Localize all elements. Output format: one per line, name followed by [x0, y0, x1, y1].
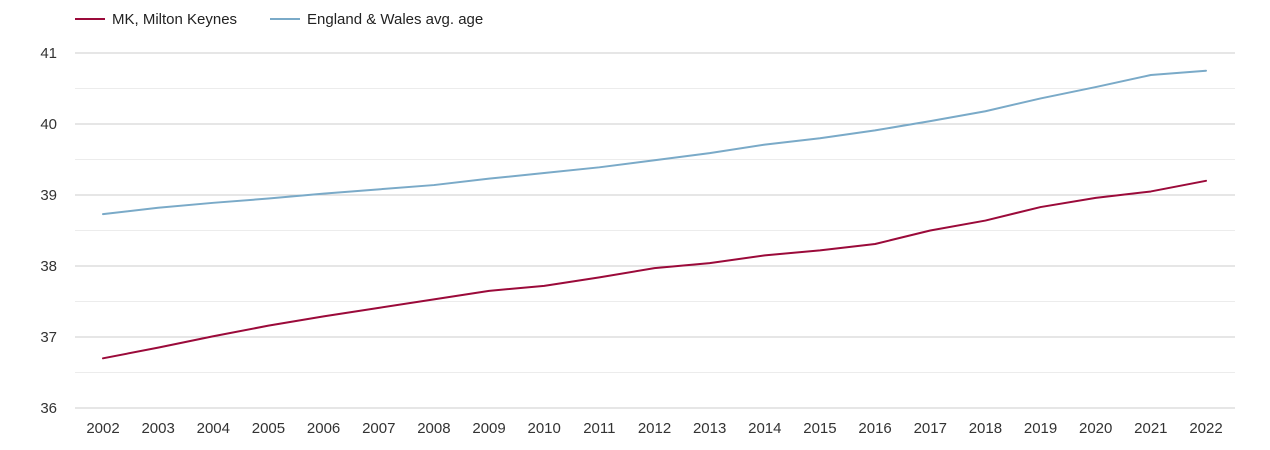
- x-tick-label: 2003: [141, 420, 174, 437]
- y-tick-label: 37: [40, 329, 57, 346]
- x-tick-label: 2021: [1134, 420, 1167, 437]
- x-tick-label: 2014: [748, 420, 781, 437]
- x-tick-label: 2011: [583, 420, 615, 437]
- x-tick-label: 2007: [362, 420, 395, 437]
- y-axis-ticks: 36 37 38 39 40 41: [40, 45, 57, 417]
- x-tick-label: 2005: [252, 420, 285, 437]
- x-tick-label: 2012: [638, 420, 671, 437]
- y-tick-label: 38: [40, 258, 57, 275]
- gridlines: [75, 52, 1235, 409]
- x-tick-label: 2008: [417, 420, 450, 437]
- x-tick-label: 2002: [86, 420, 119, 437]
- x-tick-label: 2018: [969, 420, 1002, 437]
- x-axis-ticks: 2002 2003 2004 2005 2006 2007 2008 2009 2010 2011…: [86, 420, 1222, 437]
- legend-label: MK, Milton Keynes: [112, 11, 237, 28]
- series-lines: [102, 69, 1207, 360]
- legend-label: England & Wales avg. age: [307, 11, 483, 28]
- x-tick-label: 2017: [914, 420, 947, 437]
- x-tick-label: 2013: [693, 420, 726, 437]
- x-tick-label: 2010: [528, 420, 561, 437]
- series-line: [102, 179, 1207, 360]
- series-line: [102, 69, 1207, 216]
- y-tick-label: 40: [40, 116, 57, 133]
- x-tick-label: 2009: [472, 420, 505, 437]
- x-tick-label: 2019: [1024, 420, 1057, 437]
- x-tick-label: 2022: [1189, 420, 1222, 437]
- x-tick-label: 2020: [1079, 420, 1112, 437]
- x-tick-label: 2016: [858, 420, 891, 437]
- x-tick-label: 2015: [803, 420, 836, 437]
- legend: MK, Milton Keynes England & Wales avg. ag…: [75, 11, 483, 28]
- y-tick-label: 36: [40, 400, 57, 417]
- x-tick-label: 2004: [197, 420, 230, 437]
- y-tick-label: 39: [40, 187, 57, 204]
- y-tick-label: 41: [40, 45, 57, 62]
- x-tick-label: 2006: [307, 420, 340, 437]
